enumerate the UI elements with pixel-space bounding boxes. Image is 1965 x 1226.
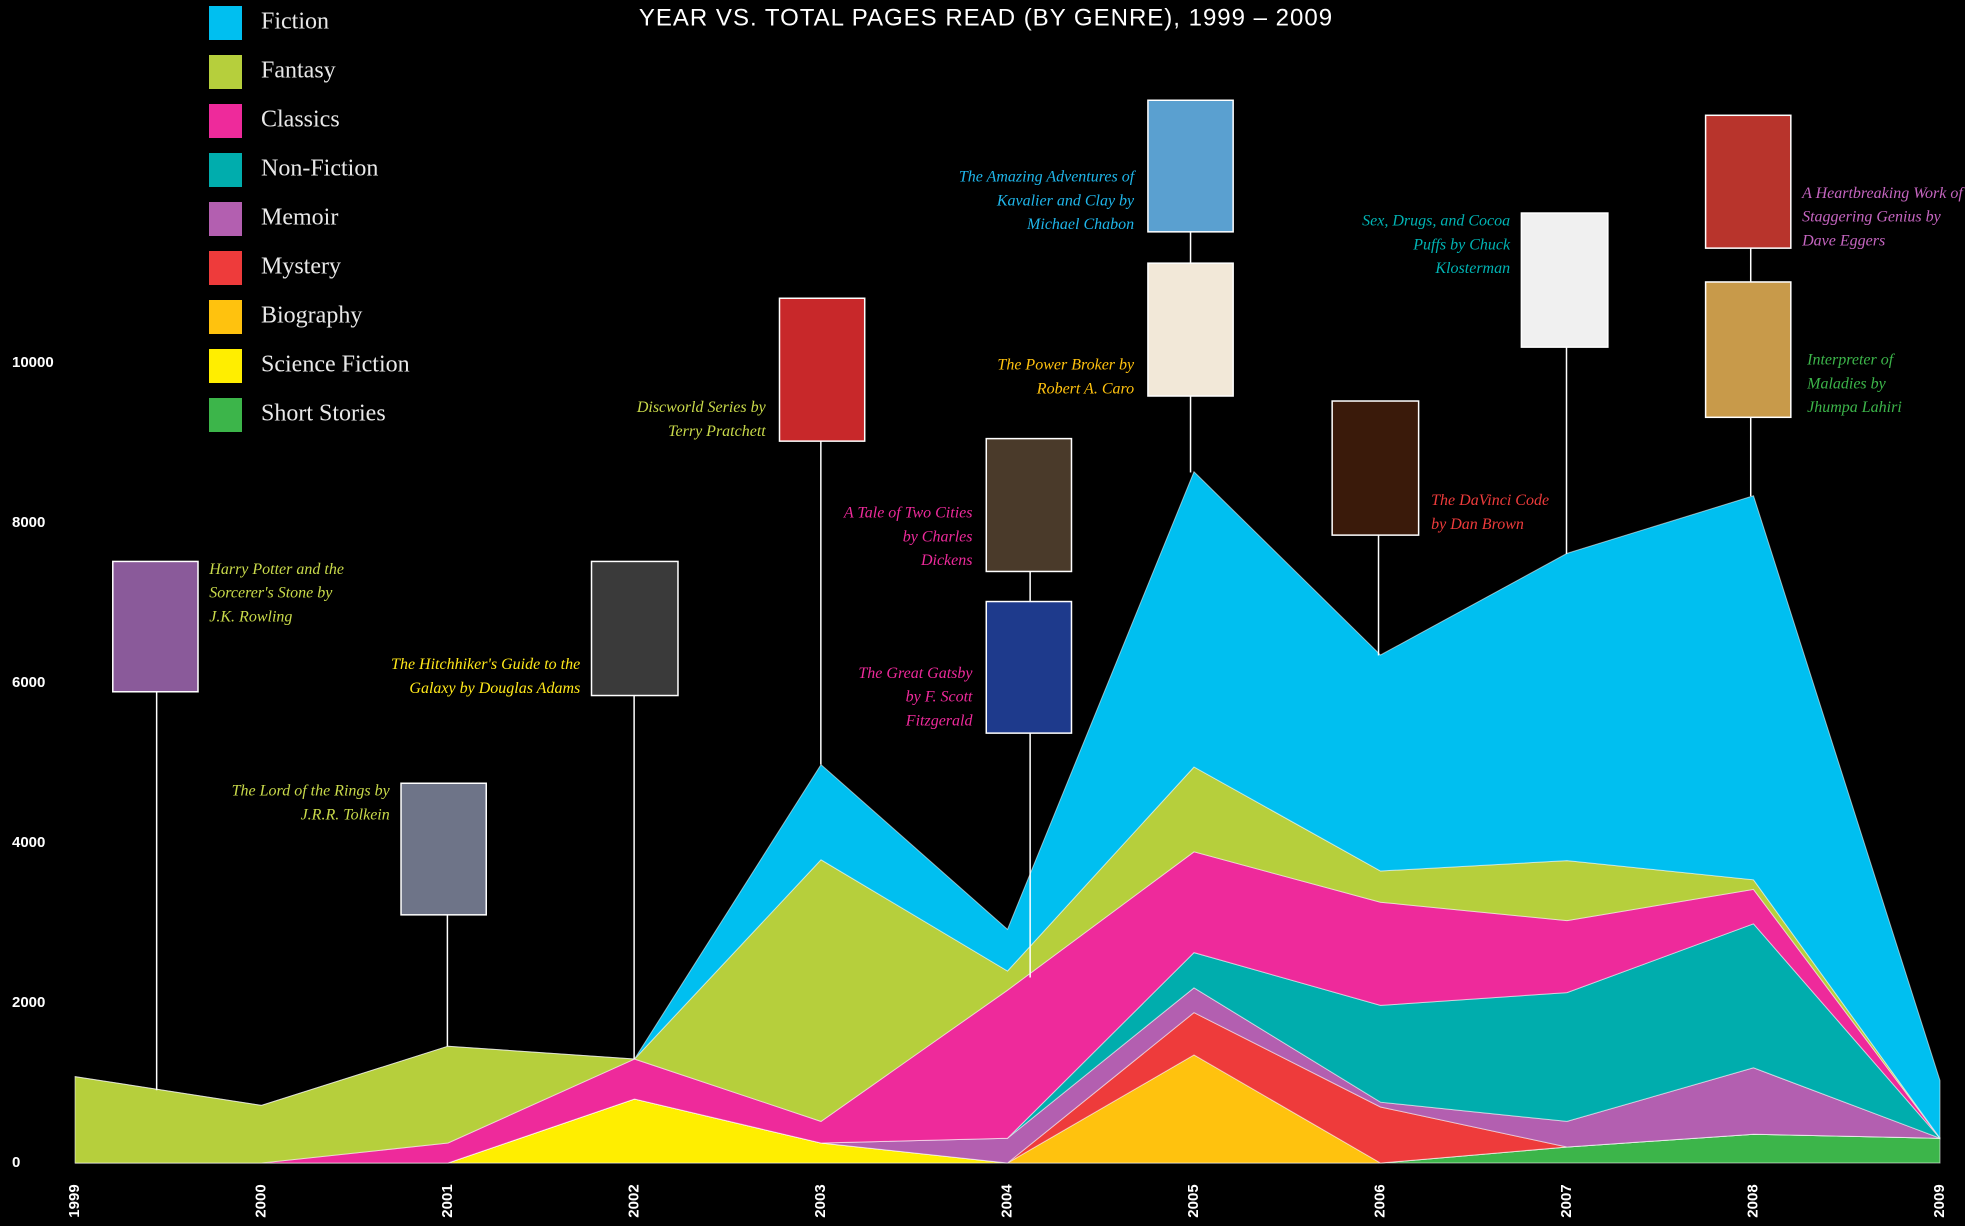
book-cover xyxy=(1147,262,1234,397)
areas xyxy=(74,470,1941,1164)
chart-title: YEAR VS. TOTAL PAGES READ (BY GENRE), 19… xyxy=(639,4,1333,31)
legend-swatch xyxy=(209,55,242,89)
book-cover xyxy=(1520,212,1609,348)
annotation-text: by Charles xyxy=(903,528,973,545)
y-tick-label: 4000 xyxy=(12,834,45,851)
legend-swatch xyxy=(209,300,242,334)
book-cover xyxy=(590,560,679,697)
annotation-text: Harry Potter and the xyxy=(208,561,344,578)
legend-label: Non-Fiction xyxy=(261,156,378,182)
annotation-text: Sex, Drugs, and Cocoa xyxy=(1362,212,1510,229)
legend-swatch xyxy=(209,349,242,383)
y-tick-label: 6000 xyxy=(12,674,45,691)
x-tick-label: 2004 xyxy=(998,1184,1015,1218)
x-tick-label: 2009 xyxy=(1931,1184,1948,1217)
book-cover xyxy=(112,560,199,693)
legend-swatch xyxy=(209,6,242,40)
annotation-text: Sorcerer's Stone by xyxy=(209,585,333,602)
legend-label: Biography xyxy=(261,303,362,329)
legend-label: Fantasy xyxy=(261,58,336,84)
annotation-text: J.R.R. Tolkein xyxy=(301,807,390,824)
book-cover xyxy=(1331,400,1420,536)
annotation-text: by Dan Brown xyxy=(1431,516,1524,533)
annotation-text: Fitzgerald xyxy=(905,713,974,730)
y-tick-label: 0 xyxy=(12,1154,20,1171)
annotation-text: The Amazing Adventures of xyxy=(959,169,1137,186)
annotation-text: Robert A. Caro xyxy=(1036,380,1134,397)
legend-swatch xyxy=(209,398,242,432)
x-tick-label: 2008 xyxy=(1744,1184,1761,1217)
annotation-text: Interpreter of xyxy=(1806,352,1896,369)
legend-swatch xyxy=(209,104,242,138)
book-cover xyxy=(1147,99,1234,233)
annotation-text: by F. Scott xyxy=(906,689,973,706)
annotation-text: Klosterman xyxy=(1434,260,1510,277)
legend-label: Classics xyxy=(261,107,340,133)
annotation-text: A Heartbreaking Work of xyxy=(1801,185,1965,202)
legend-label: Short Stories xyxy=(261,401,386,427)
y-tick-label: 2000 xyxy=(12,994,45,1011)
annotation-text: Michael Chabon xyxy=(1026,216,1134,233)
x-tick-label: 2003 xyxy=(812,1184,829,1217)
book-cover xyxy=(1704,114,1792,249)
legend-swatch xyxy=(209,202,242,236)
legend-label: Fiction xyxy=(261,9,329,35)
annotation-text: The Great Gatsby xyxy=(858,665,973,682)
y-tick-label: 10000 xyxy=(12,354,54,371)
x-tick-label: 2005 xyxy=(1185,1184,1202,1217)
annotation-text: Terry Pratchett xyxy=(668,423,766,440)
annotation-text: The Lord of the Rings by xyxy=(232,783,391,800)
annotation-text: The DaVinci Code xyxy=(1431,492,1549,509)
annotation-text: Puffs by Chuck xyxy=(1412,236,1511,253)
x-tick-label: 1999 xyxy=(66,1184,83,1217)
book-cover xyxy=(400,782,487,916)
annotation-text: Kavalier and Clay by xyxy=(996,192,1135,209)
annotation-text: Maladies by xyxy=(1806,375,1887,392)
annotation-text: A Tale of Two Cities xyxy=(843,504,973,521)
annotation-text: J.K. Rowling xyxy=(209,608,292,625)
x-tick-label: 2006 xyxy=(1371,1184,1388,1217)
annotation-text: Discworld Series by xyxy=(636,399,767,416)
x-tick-label: 2001 xyxy=(439,1184,456,1217)
legend-label: Science Fiction xyxy=(261,352,410,378)
legend-label: Memoir xyxy=(261,205,338,231)
x-tick-label: 2007 xyxy=(1558,1184,1575,1217)
annotation-text: Dickens xyxy=(920,552,973,569)
annotation-text: Jhumpa Lahiri xyxy=(1807,399,1902,416)
legend-swatch xyxy=(209,153,242,187)
annotation-text: Galaxy by Douglas Adams xyxy=(409,680,580,697)
book-cover xyxy=(778,297,866,442)
book-cover xyxy=(1704,281,1792,419)
book-cover xyxy=(985,437,1073,573)
y-tick-label: 8000 xyxy=(12,514,45,531)
legend-label: Mystery xyxy=(261,254,341,280)
annotation-text: Staggering Genius by xyxy=(1802,209,1942,226)
area xyxy=(74,470,1941,1140)
legend-swatch xyxy=(209,251,242,285)
x-tick-label: 2002 xyxy=(625,1184,642,1217)
annotation-text: Dave Eggers xyxy=(1801,233,1885,250)
annotation-text: The Hitchhiker's Guide to the xyxy=(391,656,580,673)
annotation-text: The Power Broker by xyxy=(997,357,1135,374)
x-tick-label: 2000 xyxy=(252,1184,269,1217)
book-cover xyxy=(985,600,1073,734)
